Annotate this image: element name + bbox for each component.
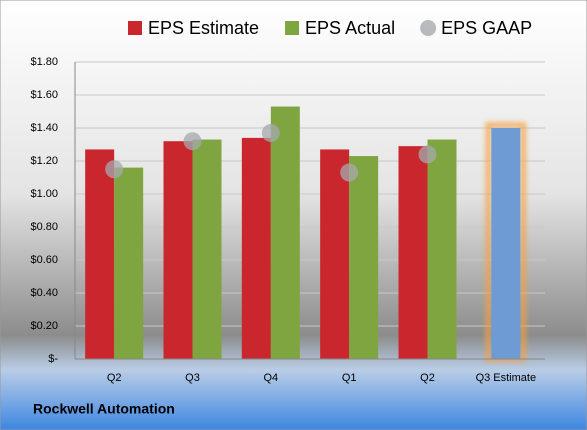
legend-label: EPS Actual xyxy=(305,18,395,38)
bar xyxy=(163,141,193,359)
y-tick-label: $0.80 xyxy=(30,221,58,233)
legend-marker xyxy=(420,20,437,36)
y-tick-label: $0.60 xyxy=(30,254,58,266)
gaap-marker xyxy=(183,132,202,151)
bar xyxy=(491,128,521,359)
y-tick-label: $1.20 xyxy=(30,155,58,167)
x-tick-label: Q3 Estimate xyxy=(476,372,537,384)
y-tick-label: $0.20 xyxy=(30,320,58,332)
bar xyxy=(398,146,428,359)
legend-marker xyxy=(285,21,300,35)
x-tick-label: Q1 xyxy=(342,372,357,384)
legend-label: EPS Estimate xyxy=(148,18,259,38)
gaap-marker xyxy=(105,160,124,179)
x-tick-label: Q2 xyxy=(107,372,122,384)
bar xyxy=(192,139,222,359)
legend-marker xyxy=(128,21,142,35)
x-tick-label: Q3 xyxy=(185,372,200,384)
y-tick-label: $1.60 xyxy=(30,89,58,101)
x-tick-label: Q2 xyxy=(420,372,435,384)
gaap-marker xyxy=(418,145,437,164)
bar xyxy=(270,106,300,359)
y-tick-label: $- xyxy=(48,353,58,365)
bar xyxy=(427,139,457,359)
gaap-marker xyxy=(261,123,280,142)
gaap-marker xyxy=(340,163,359,182)
footer: Rockwell Automation xyxy=(33,401,175,417)
bar xyxy=(85,149,115,359)
legend-label: EPS GAAP xyxy=(441,18,532,38)
y-tick-label: $1.80 xyxy=(30,56,58,68)
y-tick-label: $1.40 xyxy=(30,122,58,134)
bar xyxy=(241,137,271,359)
y-tick-label: $0.40 xyxy=(30,287,58,299)
y-tick-label: $1.00 xyxy=(30,188,58,200)
bar xyxy=(349,156,379,359)
bar xyxy=(320,149,350,359)
x-tick-label: Q4 xyxy=(263,372,278,384)
bar xyxy=(114,167,144,359)
